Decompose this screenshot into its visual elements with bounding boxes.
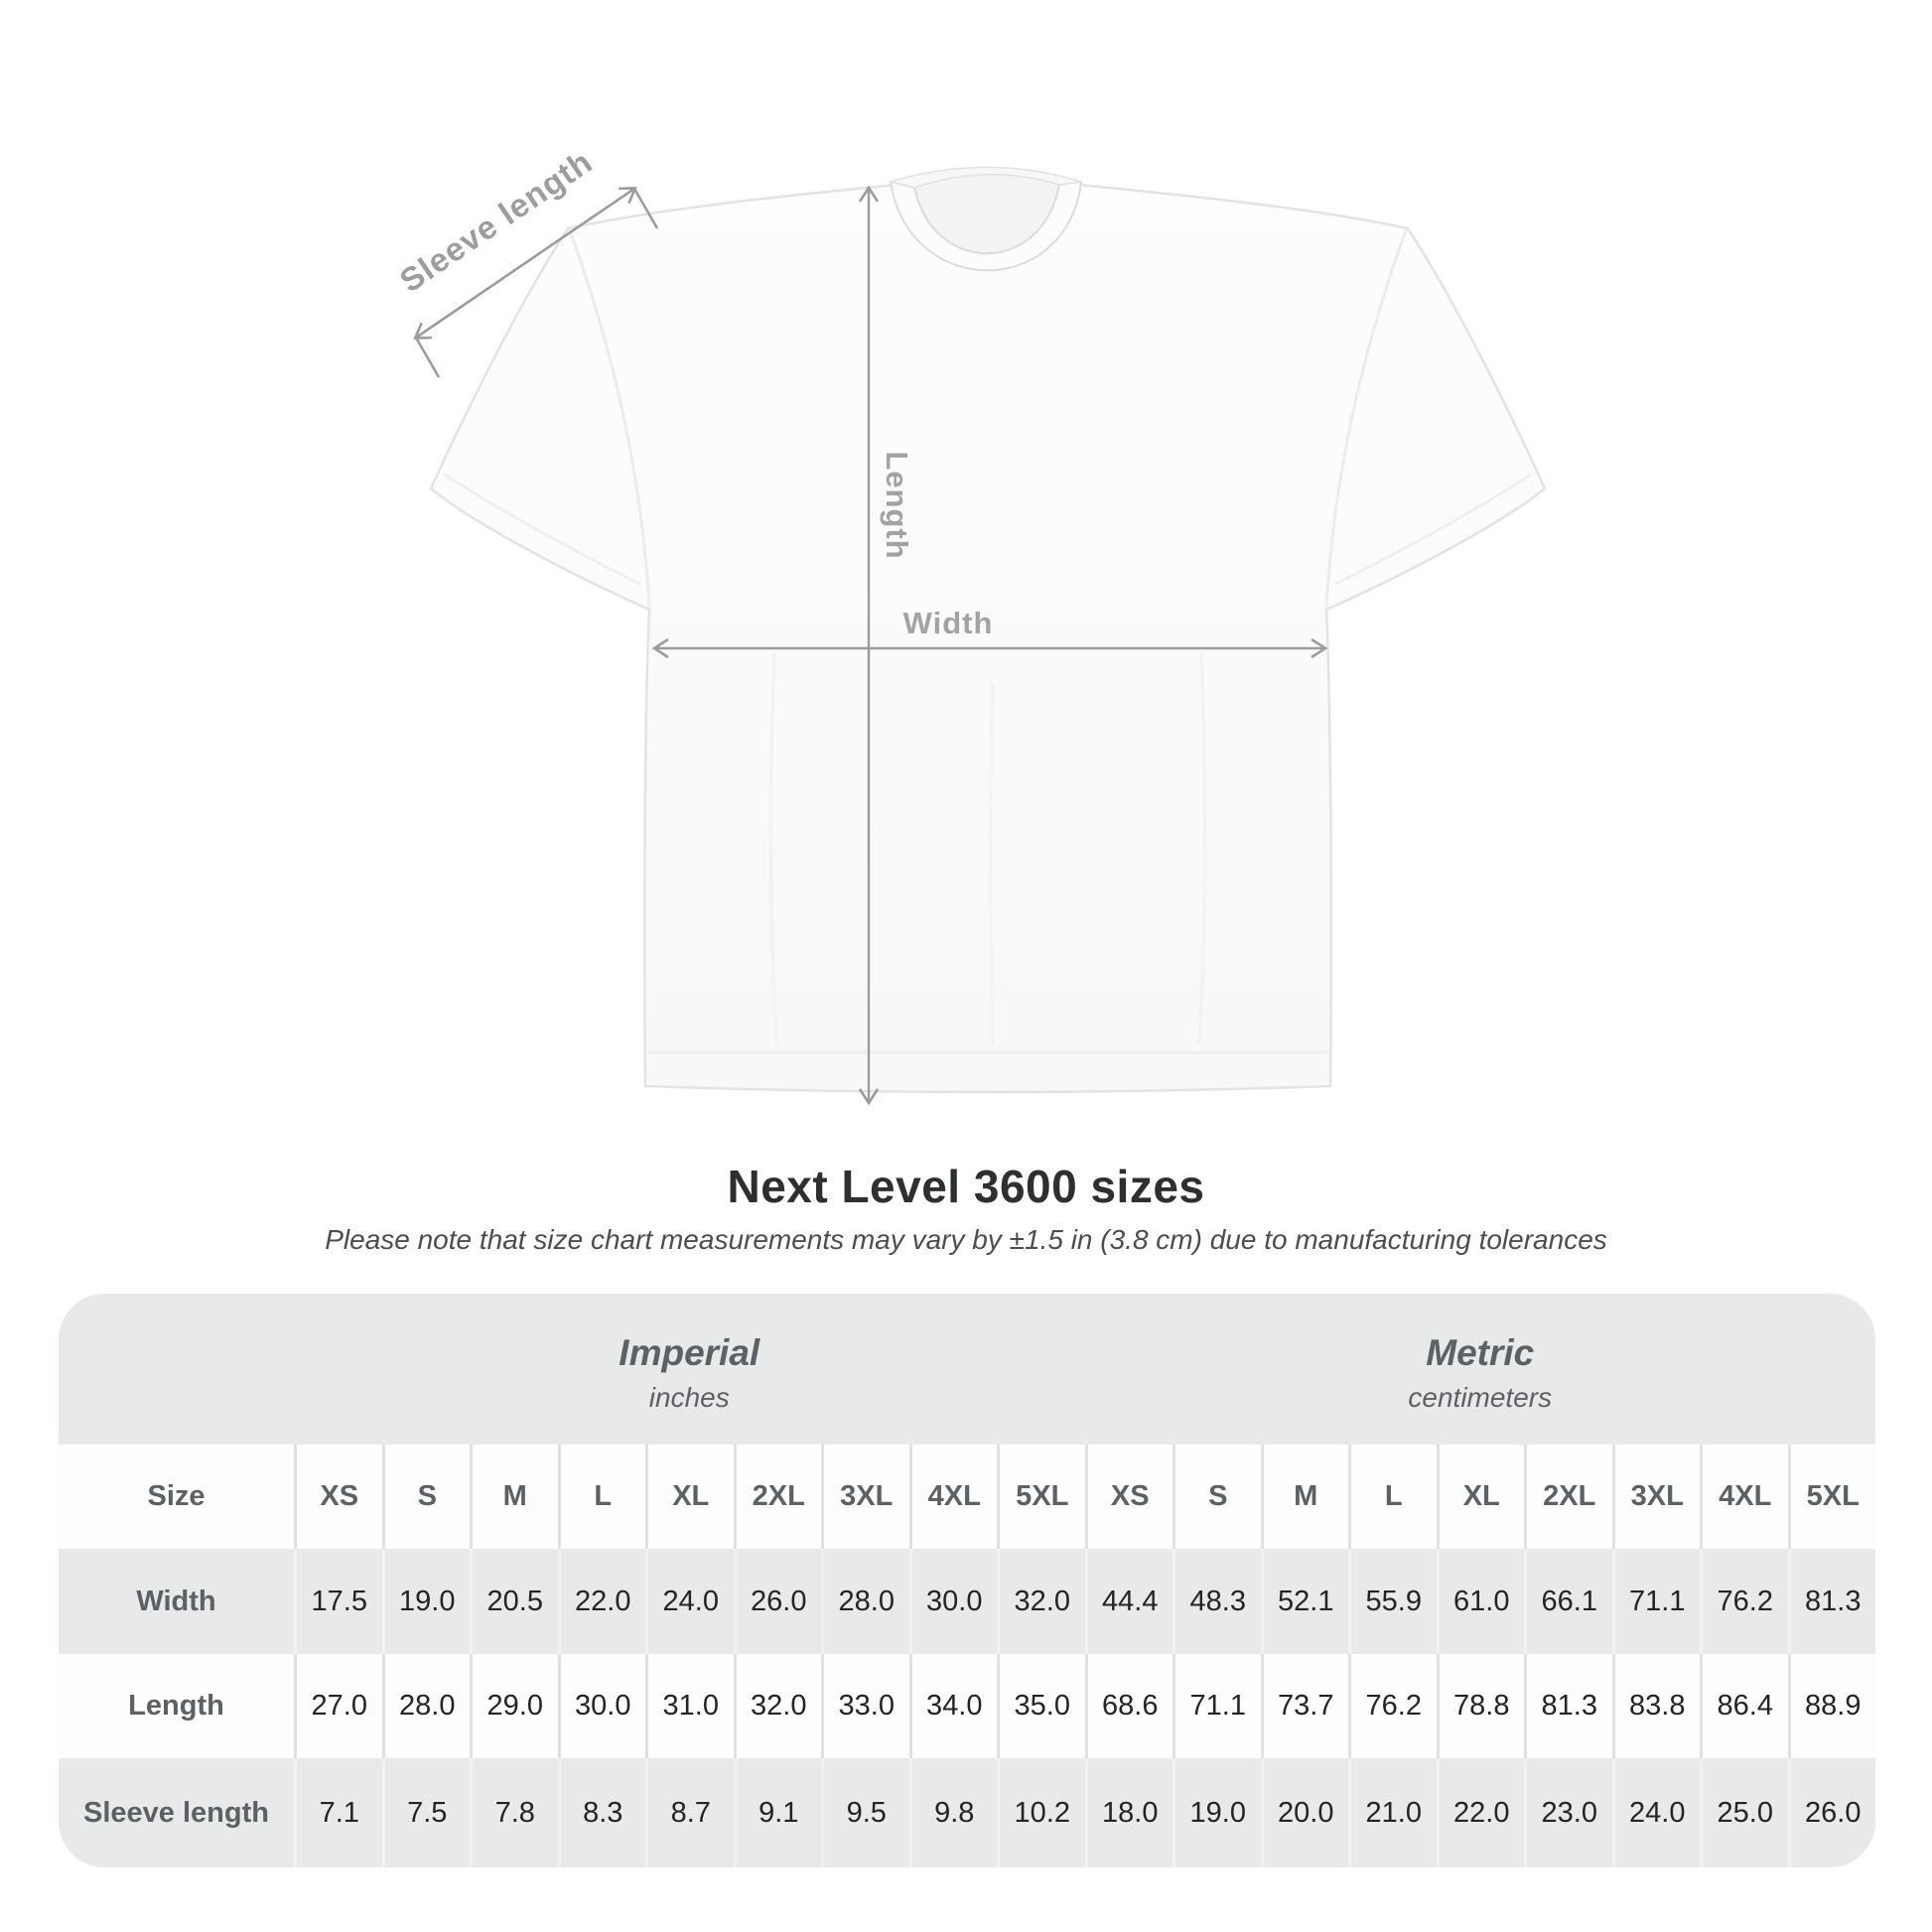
size-header-cell: M <box>1260 1445 1349 1549</box>
imperial-label: Imperial <box>619 1332 760 1373</box>
unit-header-spacer <box>59 1294 294 1445</box>
length-row: Length 27.0 28.0 29.0 30.0 31.0 32.0 33.… <box>59 1654 1875 1758</box>
size-header-cell: S <box>1173 1445 1261 1549</box>
length-value-cell: 83.8 <box>1611 1654 1701 1758</box>
width-value-cell: 61.0 <box>1436 1549 1525 1654</box>
length-value-cell: 78.8 <box>1436 1654 1525 1758</box>
width-value-cell: 17.5 <box>294 1549 382 1654</box>
imperial-unit: inches <box>648 1382 730 1413</box>
metric-unit: centimeters <box>1408 1382 1553 1413</box>
size-header-cell: XS <box>1084 1445 1173 1549</box>
width-value-cell: 28.0 <box>821 1549 909 1654</box>
size-header-cell: XS <box>294 1445 382 1549</box>
sleeve-value-cell: 24.0 <box>1611 1758 1701 1867</box>
sleeve-length-arrow <box>413 187 659 378</box>
width-value-cell: 19.0 <box>381 1549 471 1654</box>
width-value-cell: 30.0 <box>908 1549 998 1654</box>
sleeve-value-cell: 10.2 <box>997 1758 1085 1867</box>
sleeve-value-cell: 8.7 <box>645 1758 734 1867</box>
width-row-label: Width <box>136 1585 216 1617</box>
size-chart-card: Imperial inches Metric centimeters Size … <box>59 1294 1875 1867</box>
width-value-cell: 55.9 <box>1348 1549 1437 1654</box>
sleeve-row-label: Sleeve length <box>83 1796 269 1829</box>
sleeve-value-cell: 22.0 <box>1436 1758 1525 1867</box>
length-value-cell: 30.0 <box>557 1654 646 1758</box>
width-value-cell: 22.0 <box>557 1549 646 1654</box>
width-value-cell: 81.3 <box>1787 1549 1876 1654</box>
length-value-cell: 71.1 <box>1173 1654 1261 1758</box>
size-header-cell: 4XL <box>908 1445 998 1549</box>
sleeve-value-cell: 9.8 <box>908 1758 998 1867</box>
size-header-cell: 3XL <box>1611 1445 1701 1549</box>
page-subtitle: Please note that size chart measurements… <box>325 1224 1607 1255</box>
length-value-cell: 28.0 <box>381 1654 471 1758</box>
width-value-cell: 44.4 <box>1084 1549 1173 1654</box>
sleeve-value-cell: 7.8 <box>470 1758 558 1867</box>
length-value-cell: 34.0 <box>908 1654 998 1758</box>
tshirt-illustration <box>429 166 1547 1094</box>
size-header-cell: 5XL <box>997 1445 1085 1549</box>
size-header-cell: M <box>470 1445 558 1549</box>
width-value-cell: 26.0 <box>733 1549 822 1654</box>
width-value-cell: 20.5 <box>470 1549 558 1654</box>
width-value-cell: 48.3 <box>1173 1549 1261 1654</box>
sleeve-length-row: Sleeve length 7.1 7.5 7.8 8.3 8.7 9.1 9.… <box>59 1758 1875 1867</box>
tshirt-measurement-diagram: Sleeve length Length Width <box>393 143 1547 1106</box>
length-value-cell: 68.6 <box>1084 1654 1173 1758</box>
width-value-cell: 32.0 <box>997 1549 1085 1654</box>
width-label: Width <box>903 606 994 640</box>
length-value-cell: 29.0 <box>470 1654 558 1758</box>
sleeve-value-cell: 7.5 <box>381 1758 471 1867</box>
width-value-cell: 76.2 <box>1700 1549 1788 1654</box>
size-header-cell: 3XL <box>821 1445 909 1549</box>
size-row-label: Size <box>147 1480 206 1512</box>
metric-label: Metric <box>1426 1332 1535 1373</box>
length-value-cell: 33.0 <box>821 1654 909 1758</box>
width-row: Width 17.5 19.0 20.5 22.0 24.0 26.0 28.0… <box>59 1549 1875 1654</box>
sleeve-value-cell: 25.0 <box>1700 1758 1788 1867</box>
length-value-cell: 81.3 <box>1524 1654 1612 1758</box>
length-value-cell: 31.0 <box>645 1654 734 1758</box>
length-value-cell: 86.4 <box>1700 1654 1788 1758</box>
width-value-cell: 24.0 <box>645 1549 734 1654</box>
size-header-cell: XL <box>645 1445 734 1549</box>
length-value-cell: 35.0 <box>997 1654 1085 1758</box>
sleeve-value-cell: 18.0 <box>1084 1758 1173 1867</box>
size-header-cell: XL <box>1436 1445 1525 1549</box>
size-header-cell: 2XL <box>733 1445 822 1549</box>
width-value-cell: 71.1 <box>1611 1549 1701 1654</box>
sleeve-value-cell: 9.5 <box>821 1758 909 1867</box>
page-title: Next Level 3600 sizes <box>727 1161 1205 1212</box>
size-header-cell: L <box>557 1445 646 1549</box>
size-header-row: Size XS S M L XL 2XL 3XL 4XL 5XL XS S M … <box>59 1445 1875 1549</box>
width-value-cell: 52.1 <box>1260 1549 1349 1654</box>
sleeve-value-cell: 7.1 <box>294 1758 382 1867</box>
length-value-cell: 88.9 <box>1787 1654 1876 1758</box>
length-label: Length <box>880 451 914 559</box>
unit-group-imperial: Imperial inches <box>294 1294 1085 1445</box>
width-value-cell: 66.1 <box>1524 1549 1612 1654</box>
sleeve-value-cell: 21.0 <box>1348 1758 1437 1867</box>
sleeve-value-cell: 23.0 <box>1524 1758 1612 1867</box>
length-value-cell: 32.0 <box>733 1654 822 1758</box>
unit-header-row: Imperial inches Metric centimeters <box>59 1294 1875 1445</box>
sleeve-value-cell: 20.0 <box>1260 1758 1349 1867</box>
size-header-cell: 5XL <box>1787 1445 1876 1549</box>
size-header-cell: 4XL <box>1700 1445 1788 1549</box>
sleeve-value-cell: 9.1 <box>733 1758 822 1867</box>
sleeve-value-cell: 8.3 <box>557 1758 646 1867</box>
size-header-cell: L <box>1348 1445 1437 1549</box>
sleeve-value-cell: 26.0 <box>1787 1758 1876 1867</box>
sleeve-value-cell: 19.0 <box>1173 1758 1261 1867</box>
size-header-cell: S <box>381 1445 471 1549</box>
length-value-cell: 73.7 <box>1260 1654 1349 1758</box>
length-value-cell: 27.0 <box>294 1654 382 1758</box>
unit-group-metric: Metric centimeters <box>1085 1294 1876 1445</box>
length-row-label: Length <box>128 1690 224 1722</box>
size-header-cell: 2XL <box>1524 1445 1612 1549</box>
length-value-cell: 76.2 <box>1348 1654 1437 1758</box>
back-collar <box>888 166 1082 189</box>
